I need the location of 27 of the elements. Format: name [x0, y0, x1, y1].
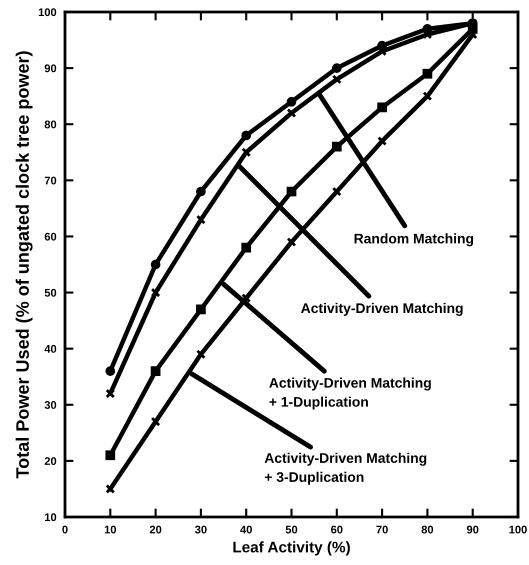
y-tick-label: 30 — [44, 401, 56, 409]
x-tick-label: 30 — [194, 526, 207, 534]
y-axis-title: Total Power Used (% of ungated clock tree power) — [16, 51, 33, 478]
y-tick-label: 40 — [44, 344, 56, 353]
x-tick-label: 80 — [422, 526, 434, 534]
annotation: Activity-Driven Matching — [301, 302, 463, 316]
annotation: Activity-Driven Matching + 3-Duplication — [264, 452, 426, 485]
x-tick-label: 60 — [331, 526, 343, 534]
x-tick-label: 0 — [62, 526, 68, 534]
y-tick-label: 100 — [38, 8, 56, 16]
y-tick-label: 20 — [44, 457, 56, 466]
x-tick-label: 70 — [376, 526, 388, 534]
x-tick-label: 40 — [240, 526, 252, 534]
y-tick-label: 70 — [44, 176, 56, 184]
y-tick-label: 90 — [44, 64, 56, 72]
x-tick-label: 20 — [150, 526, 162, 534]
x-axis-title: Leaf Activity (%) — [233, 541, 350, 556]
y-tick-label: 80 — [44, 120, 56, 128]
annotation: Activity-Driven Matching + 1-Duplication — [269, 378, 431, 410]
x-tick-label: 50 — [286, 526, 298, 534]
x-tick-label: 100 — [509, 526, 527, 534]
y-tick-label: 60 — [44, 232, 56, 241]
x-tick-label: 10 — [104, 526, 116, 534]
annotation: Random Matching — [354, 233, 474, 246]
y-tick-label: 50 — [44, 288, 56, 297]
y-tick-label: 10 — [45, 513, 56, 522]
x-tick-label: 90 — [466, 526, 478, 534]
